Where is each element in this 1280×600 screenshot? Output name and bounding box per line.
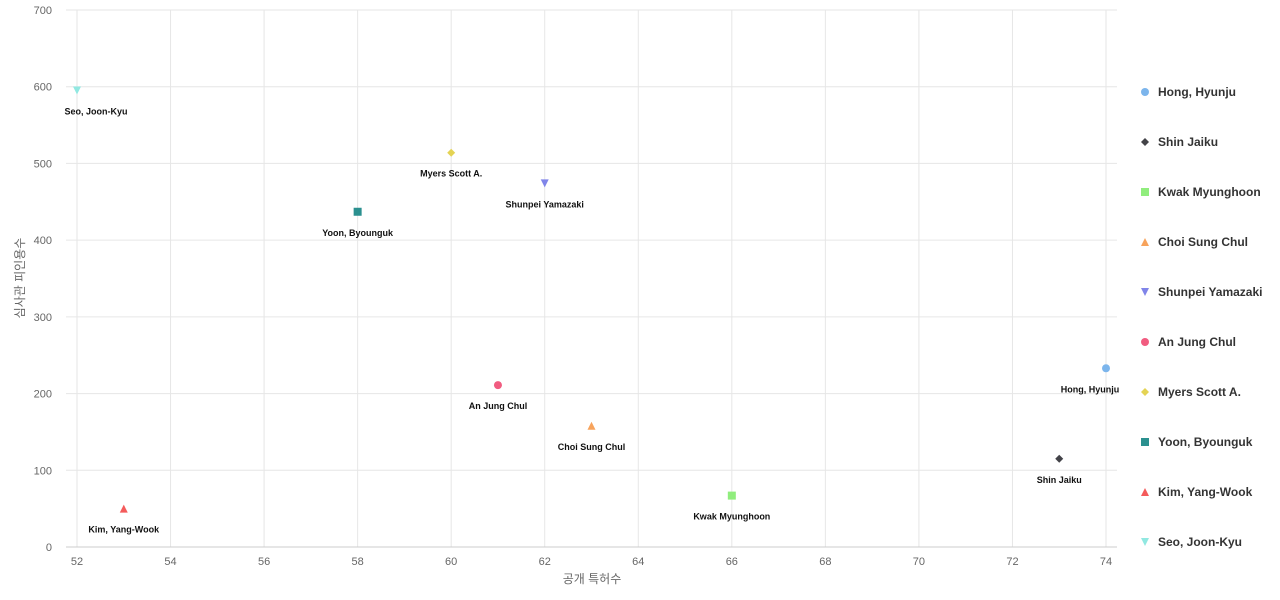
y-tick-label: 700 <box>34 5 52 17</box>
data-point <box>119 504 128 513</box>
data-point <box>73 86 81 95</box>
y-tick-label: 0 <box>46 542 52 554</box>
tick-labels: 0 100 200 300 400 500 600 700 52 54 56 58 60 62 64 66 68… <box>34 5 1112 568</box>
legend-item[interactable]: Seo, Joon-Kyu <box>1141 535 1242 549</box>
legend-symbol <box>1141 238 1149 246</box>
legend-item[interactable]: Kwak Myunghoon <box>1141 185 1261 199</box>
data-label: Myers Scott A. <box>420 169 482 179</box>
data-point <box>587 421 596 430</box>
x-tick-label: 66 <box>726 556 738 568</box>
x-tick-label: 70 <box>913 556 925 568</box>
data-label: Kim, Yang-Wook <box>88 525 160 535</box>
legend-symbol <box>1141 388 1149 396</box>
legend-item[interactable]: Myers Scott A. <box>1141 385 1241 399</box>
data-point <box>447 148 456 157</box>
legend-item[interactable]: Hong, Hyunju <box>1141 85 1236 99</box>
x-tick-label: 64 <box>632 556 644 568</box>
legend-label: Seo, Joon-Kyu <box>1158 535 1242 549</box>
x-tick-label: 52 <box>71 556 83 568</box>
x-tick-label: 54 <box>164 556 176 568</box>
legend-item[interactable]: Kim, Yang-Wook <box>1141 485 1253 499</box>
x-tick-label: 56 <box>258 556 270 568</box>
data-label: Shin Jaiku <box>1037 475 1082 485</box>
data-label: Hong, Hyunju <box>1061 384 1120 394</box>
legend-label: Kwak Myunghoon <box>1158 185 1261 199</box>
legend-label: Shin Jaiku <box>1158 135 1218 149</box>
x-tick-label: 72 <box>1006 556 1018 568</box>
data-points: Hong, Hyunju Shin Jaiku Kwak Myunghoon Choi… <box>64 86 1120 535</box>
y-tick-label: 300 <box>34 312 52 324</box>
series-point-group: Hong, Hyunju <box>1061 364 1120 394</box>
legend-symbol <box>1141 338 1149 346</box>
x-tick-label: 74 <box>1100 556 1112 568</box>
legend-symbol <box>1141 88 1149 96</box>
data-label: An Jung Chul <box>469 401 528 411</box>
data-label: Seo, Joon-Kyu <box>64 107 127 117</box>
data-label: Choi Sung Chul <box>558 442 626 452</box>
series-point-group: Shunpei Yamazaki <box>506 179 584 209</box>
y-axis-title: 심사관 피인용수 <box>13 238 27 319</box>
data-point <box>353 207 362 216</box>
legend-label: Yoon, Byounguk <box>1158 435 1253 449</box>
y-tick-label: 100 <box>34 465 52 477</box>
data-point <box>1102 364 1110 373</box>
legend-label: Hong, Hyunju <box>1158 85 1236 99</box>
legend-item[interactable]: An Jung Chul <box>1141 335 1236 349</box>
legend-label: An Jung Chul <box>1158 335 1236 349</box>
x-tick-label: 68 <box>819 556 831 568</box>
legend: Hong, Hyunju Shin Jaiku Kwak Myunghoon Choi… <box>1141 85 1263 549</box>
legend-symbol <box>1141 488 1149 496</box>
legend-symbol <box>1141 438 1149 446</box>
x-tick-label: 60 <box>445 556 457 568</box>
legend-label: Shunpei Yamazaki <box>1158 285 1263 299</box>
y-tick-label: 400 <box>34 235 52 247</box>
series-point-group: Choi Sung Chul <box>558 421 626 452</box>
data-point <box>540 179 549 188</box>
series-point-group: Yoon, Byounguk <box>322 207 394 238</box>
x-tick-label: 58 <box>352 556 364 568</box>
legend-label: Myers Scott A. <box>1158 385 1241 399</box>
legend-item[interactable]: Shin Jaiku <box>1141 135 1218 149</box>
legend-symbol <box>1141 188 1149 196</box>
y-tick-label: 200 <box>34 389 52 401</box>
legend-item[interactable]: Yoon, Byounguk <box>1141 435 1253 449</box>
legend-symbol <box>1141 288 1149 296</box>
data-label: Kwak Myunghoon <box>693 512 770 522</box>
x-tick-label: 62 <box>539 556 551 568</box>
legend-symbol <box>1141 538 1149 546</box>
series-point-group: Shin Jaiku <box>1037 454 1082 485</box>
series-point-group: Kwak Myunghoon <box>693 491 770 522</box>
legend-label: Choi Sung Chul <box>1158 235 1248 249</box>
grid <box>66 9 1117 547</box>
series-point-group: An Jung Chul <box>469 381 528 411</box>
data-label: Yoon, Byounguk <box>322 228 394 238</box>
data-point <box>727 491 736 500</box>
series-point-group: Kim, Yang-Wook <box>88 504 160 535</box>
data-point <box>1055 454 1064 463</box>
series-point-group: Myers Scott A. <box>420 148 482 179</box>
legend-symbol <box>1141 138 1149 146</box>
x-axis-title: 공개 특허수 <box>563 572 622 586</box>
legend-label: Kim, Yang-Wook <box>1158 485 1253 499</box>
y-tick-label: 600 <box>34 82 52 94</box>
data-label: Shunpei Yamazaki <box>506 199 584 209</box>
legend-item[interactable]: Shunpei Yamazaki <box>1141 285 1263 299</box>
data-point <box>493 381 502 390</box>
legend-item[interactable]: Choi Sung Chul <box>1141 235 1248 249</box>
y-tick-label: 500 <box>34 158 52 170</box>
series-point-group: Seo, Joon-Kyu <box>64 86 128 117</box>
